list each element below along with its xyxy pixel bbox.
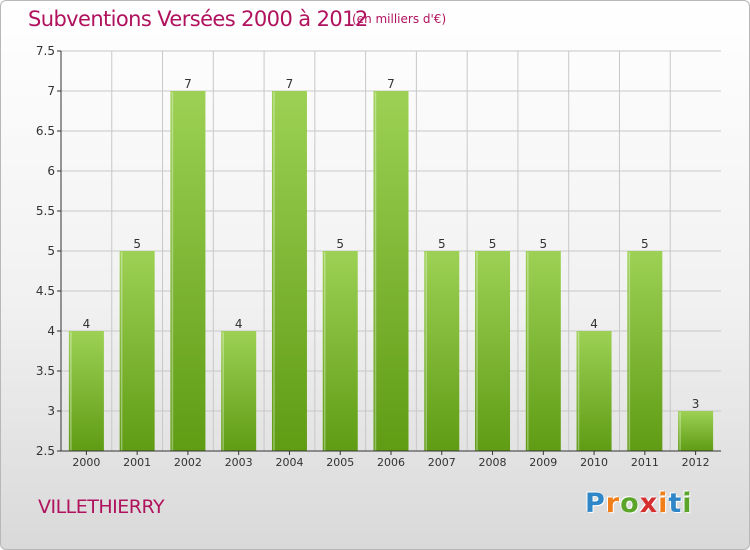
bars	[68, 91, 714, 451]
x-tick-label: 2009	[529, 456, 557, 469]
data-label: 5	[489, 237, 497, 251]
y-tick-label: 7.5	[36, 44, 55, 58]
bar-2000	[68, 331, 104, 451]
bar-2002	[170, 91, 206, 451]
logo-letter: r	[605, 488, 621, 519]
y-tick-label: 6	[47, 164, 55, 178]
bar-2012	[678, 411, 714, 451]
x-tick-label: 2011	[631, 456, 659, 469]
y-tick-label: 4.5	[36, 284, 55, 298]
x-tick-label: 2003	[225, 456, 253, 469]
logo-letter: i	[682, 488, 693, 519]
x-tick-label: 2002	[174, 456, 202, 469]
bar-2001	[119, 251, 155, 451]
bar-2010	[576, 331, 612, 451]
data-labels: 4 5 7 4 7 5 7 5 5 5 4 5 3	[83, 77, 700, 411]
data-label: 4	[83, 317, 91, 331]
y-tick-label: 4	[47, 324, 55, 338]
bar-2003	[221, 331, 257, 451]
logo-letter: t	[668, 488, 683, 519]
data-label: 7	[387, 77, 395, 91]
y-tick-label: 5.5	[36, 204, 55, 218]
x-tick-label: 2001	[123, 456, 151, 469]
axes: 2.5 3 3.5 4 4.5 5 5.5 6 6.5 7 7.5 2000 2001 2002 2003 2…	[36, 44, 721, 469]
logo-letter: i	[658, 488, 669, 519]
chart-title: Subventions Versées 2000 à 2012	[28, 7, 368, 31]
y-tick-label: 3.5	[36, 364, 55, 378]
y-tick-label: 6.5	[36, 124, 55, 138]
x-tick-label: 2007	[428, 456, 456, 469]
data-label: 7	[184, 77, 192, 91]
data-label: 5	[641, 237, 649, 251]
logo-letter: o	[620, 488, 640, 519]
chart-subtitle: (en milliers d'€)	[352, 12, 447, 26]
bar-2009	[525, 251, 561, 451]
y-tick-label: 5	[47, 244, 55, 258]
x-tick-label: 2000	[72, 456, 100, 469]
bar-2008	[475, 251, 511, 451]
data-label: 3	[692, 397, 700, 411]
data-label: 7	[286, 77, 294, 91]
data-label: 5	[133, 237, 141, 251]
data-label: 5	[539, 237, 547, 251]
y-tick-label: 3	[47, 404, 55, 418]
bar-2005	[322, 251, 358, 451]
bar-2011	[627, 251, 663, 451]
bar-2006	[373, 91, 409, 451]
bar-2007	[424, 251, 460, 451]
logo-letter: x	[639, 488, 659, 519]
commune-name: VILLETHIERRY	[38, 496, 165, 518]
x-tick-label: 2004	[275, 456, 303, 469]
y-tick-label: 2.5	[36, 444, 55, 458]
logo-letter: P	[585, 488, 606, 519]
bar-2004	[271, 91, 307, 451]
proxiti-logo[interactable]: Proxiti	[585, 488, 693, 519]
x-tick-label: 2008	[479, 456, 507, 469]
x-tick-label: 2005	[326, 456, 354, 469]
y-tick-label: 7	[47, 84, 55, 98]
x-tick-label: 2012	[682, 456, 710, 469]
data-label: 4	[235, 317, 243, 331]
data-label: 5	[336, 237, 344, 251]
data-label: 4	[590, 317, 598, 331]
x-tick-label: 2010	[580, 456, 608, 469]
data-label: 5	[438, 237, 446, 251]
x-tick-label: 2006	[377, 456, 405, 469]
